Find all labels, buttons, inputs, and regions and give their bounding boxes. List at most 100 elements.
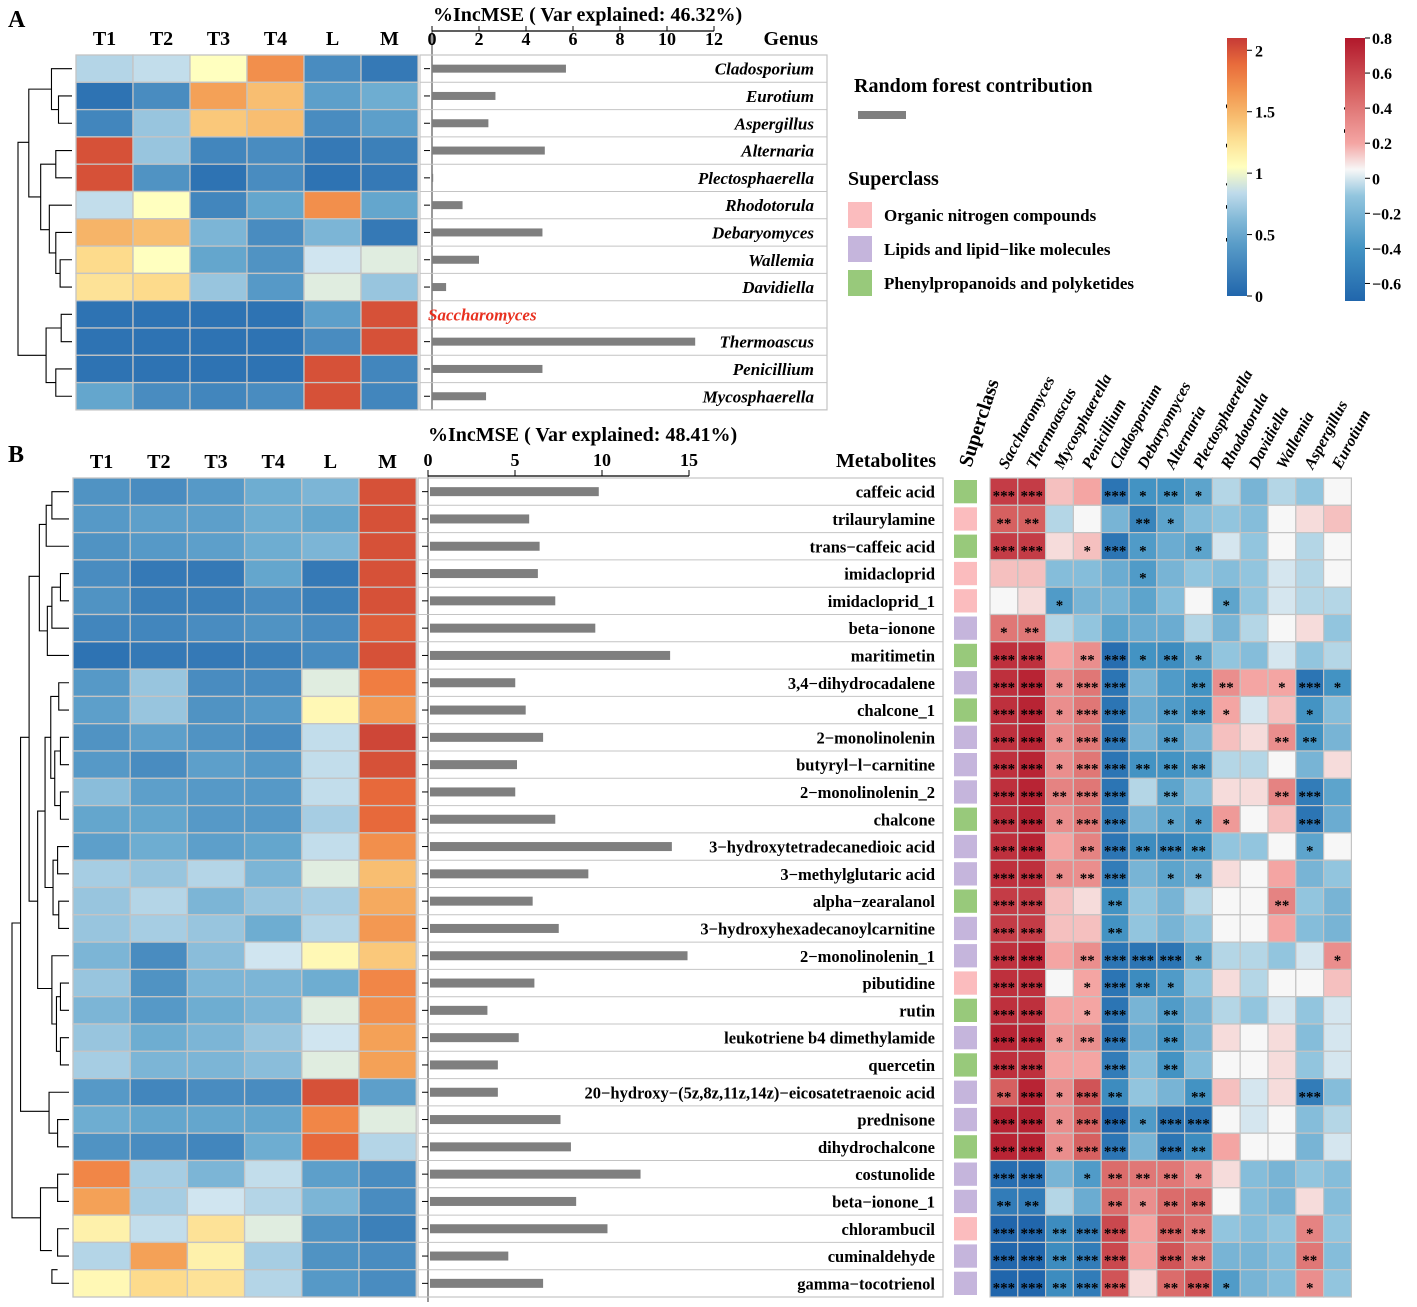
heatmap-cell <box>301 1023 360 1052</box>
correlation-cell <box>1128 941 1158 970</box>
heatmap-cell <box>132 272 191 302</box>
correlation-cell <box>989 559 1019 588</box>
significance-stars: * <box>1306 1226 1314 1242</box>
significance-stars: *** <box>1104 1035 1127 1051</box>
significance-stars: *** <box>1104 1117 1127 1133</box>
incmse-bar <box>430 1033 519 1043</box>
significance-stars: ** <box>1191 844 1206 860</box>
heatmap-cell <box>129 1105 189 1134</box>
incmse-bar <box>432 392 487 401</box>
metabolite-label: maritimetin <box>851 646 935 665</box>
dendrogram-branch <box>60 313 72 343</box>
significance-stars: *** <box>993 1117 1016 1133</box>
heatmap-cell <box>129 1159 189 1189</box>
correlation-cell <box>1044 914 1074 943</box>
correlation-cell <box>1322 914 1352 943</box>
heatmap-cell <box>243 859 303 889</box>
correlation-cell <box>1183 968 1213 998</box>
correlation-cell <box>1239 695 1269 725</box>
heatmap-cell <box>243 777 303 807</box>
significance-stars: ** <box>1135 844 1150 860</box>
correlation-cell <box>1239 832 1269 861</box>
correlation-cell <box>989 914 1019 943</box>
incmse-bar <box>430 896 533 906</box>
heatmap-cell <box>358 804 417 834</box>
correlation-cell <box>1156 723 1186 752</box>
correlation-cell <box>1072 531 1102 561</box>
correlation-cell <box>1267 1269 1297 1298</box>
significance-stars: * <box>1056 871 1064 887</box>
incmse-bar <box>430 1087 498 1097</box>
heatmap-cell <box>303 108 362 138</box>
dendrogram-branch <box>11 922 41 1219</box>
metabolite-label: cuminaldehyde <box>828 1247 935 1266</box>
heatmap-cell <box>75 136 134 165</box>
heatmap-cell <box>72 668 131 698</box>
significance-stars: * <box>1084 1171 1092 1187</box>
genus-label: Eurotium <box>745 87 814 106</box>
significance-stars: ** <box>1080 844 1095 860</box>
significance-stars: * <box>1167 980 1175 996</box>
correlation-cell <box>1100 1132 1130 1162</box>
significance-stars: * <box>1056 707 1064 723</box>
superclass-swatch <box>954 725 977 749</box>
correlation-cell <box>1183 750 1213 779</box>
correlation-cell <box>1322 1159 1352 1189</box>
correlation-cell <box>1239 641 1269 670</box>
dendrogram-branch <box>45 327 62 384</box>
significance-stars: ** <box>996 1089 1011 1105</box>
heatmap-cell <box>301 832 360 861</box>
incmse-bar <box>430 1115 561 1125</box>
heatmap-cell <box>75 245 134 275</box>
heatmap-cell <box>186 832 246 861</box>
correlation-cell <box>1017 531 1047 561</box>
significance-stars: ** <box>1108 898 1123 914</box>
spearman-tick-label: 0.8 <box>1372 31 1392 48</box>
incmse-bar <box>432 119 489 128</box>
dendrogram-branch <box>44 736 54 889</box>
heatmap-cell <box>132 218 191 247</box>
heatmap-cell <box>243 750 303 779</box>
significance-stars: * <box>1223 707 1231 723</box>
correlation-cell <box>989 1077 1019 1107</box>
heatmap-cell <box>186 1077 246 1107</box>
heatmap-cell <box>303 354 362 384</box>
significance-stars: * <box>1195 953 1203 969</box>
heatmap-cell <box>72 1214 131 1244</box>
heatmap-cell <box>358 1077 417 1107</box>
dendrogram-branch <box>40 163 56 231</box>
correlation-cell <box>1072 1187 1102 1216</box>
heatmap-cell <box>358 613 417 643</box>
correlation-cell <box>1017 941 1047 970</box>
heatmap-cell <box>360 272 419 302</box>
heatmap-cell <box>358 914 417 943</box>
correlation-cell <box>1183 804 1213 834</box>
correlation-cell <box>1267 750 1297 779</box>
highlighted-genus-label: Saccharomyces <box>428 305 537 324</box>
correlation-cell <box>1128 1023 1158 1052</box>
correlation-cell <box>1072 586 1102 616</box>
metabolite-label: beta−ionone <box>849 619 935 638</box>
correlation-cell <box>1072 613 1102 643</box>
correlation-cell <box>1183 559 1213 588</box>
correlation-cell <box>1239 1132 1269 1162</box>
correlation-cell <box>1128 1050 1158 1080</box>
significance-stars: *** <box>993 1007 1016 1023</box>
correlation-cell <box>1017 1269 1047 1298</box>
heatmap-cell <box>72 1023 131 1052</box>
axis-tick-label: 8 <box>616 29 625 49</box>
significance-stars: *** <box>1104 680 1127 696</box>
correlation-cell <box>1295 613 1325 643</box>
significance-stars: ** <box>1052 1253 1067 1269</box>
correlation-cell <box>989 504 1019 534</box>
superclass-swatch <box>954 671 977 695</box>
correlation-cell <box>1156 477 1186 506</box>
correlation-cell <box>1322 1214 1352 1243</box>
correlation-cell <box>1183 504 1213 534</box>
significance-stars: *** <box>993 1280 1016 1296</box>
correlation-cell <box>1017 1050 1047 1080</box>
abundance-tick-label: 0.5 <box>1255 228 1275 245</box>
superclass-swatch <box>954 998 977 1022</box>
heatmap-cell <box>301 1050 360 1080</box>
heatmap-cell <box>243 996 303 1025</box>
